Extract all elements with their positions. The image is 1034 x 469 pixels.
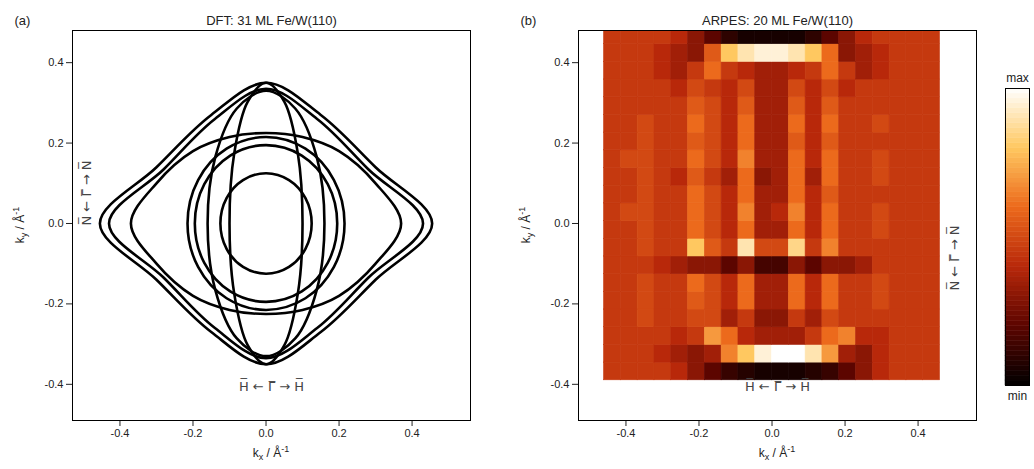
svg-text:H̅ ← Γ̅ → H̅: H̅ ← Γ̅ → H̅ [239, 378, 304, 393]
svg-text:N̅ ← Γ̅ → N̅: N̅ ← Γ̅ → N̅ [78, 160, 93, 225]
svg-text:-0.4: -0.4 [45, 378, 64, 390]
svg-text:0.4: 0.4 [554, 56, 569, 68]
svg-text:-0.2: -0.2 [551, 297, 570, 309]
svg-text:kx / Å-1: kx / Å-1 [759, 444, 796, 462]
svg-text:DFT: 31 ML Fe/W(110): DFT: 31 ML Fe/W(110) [206, 13, 337, 28]
svg-text:ky / Å-1: ky / Å-1 [517, 207, 535, 244]
svg-text:0.0: 0.0 [48, 217, 63, 229]
svg-text:0.2: 0.2 [48, 137, 63, 149]
svg-text:0.0: 0.0 [258, 427, 273, 439]
svg-text:0.2: 0.2 [331, 427, 346, 439]
svg-text:-0.4: -0.4 [551, 378, 570, 390]
svg-text:N̅ ← Γ̅ → N̅: N̅ ← Γ̅ → N̅ [946, 226, 961, 291]
svg-text:-0.2: -0.2 [45, 297, 64, 309]
svg-text:ky / Å-1: ky / Å-1 [11, 207, 29, 244]
svg-text:(b): (b) [521, 13, 537, 28]
svg-text:0.4: 0.4 [48, 56, 63, 68]
svg-text:-0.2: -0.2 [184, 427, 203, 439]
svg-text:H̅ ← Γ̅ → H̅: H̅ ← Γ̅ → H̅ [745, 378, 810, 393]
svg-text:0.2: 0.2 [837, 427, 852, 439]
svg-text:ARPES: 20 ML Fe/W(110): ARPES: 20 ML Fe/W(110) [702, 13, 853, 28]
svg-text:0.0: 0.0 [764, 427, 779, 439]
svg-text:min: min [1008, 389, 1027, 403]
svg-text:-0.2: -0.2 [690, 427, 709, 439]
svg-text:kx / Å-1: kx / Å-1 [253, 444, 290, 462]
svg-text:0.0: 0.0 [554, 217, 569, 229]
svg-text:-0.4: -0.4 [616, 427, 635, 439]
svg-text:0.4: 0.4 [404, 427, 419, 439]
svg-text:0.4: 0.4 [910, 427, 925, 439]
svg-text:0.2: 0.2 [554, 137, 569, 149]
svg-text:-0.4: -0.4 [110, 427, 129, 439]
svg-text:(a): (a) [15, 13, 31, 28]
svg-text:max: max [1006, 71, 1029, 85]
